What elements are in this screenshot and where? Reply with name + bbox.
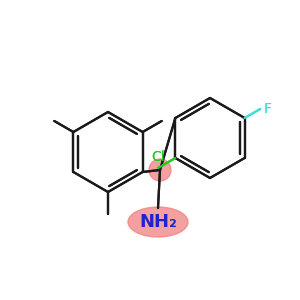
Text: NH₂: NH₂ bbox=[139, 213, 177, 231]
Ellipse shape bbox=[128, 207, 188, 237]
Text: F: F bbox=[263, 102, 271, 116]
Circle shape bbox=[149, 159, 171, 181]
Text: Cl: Cl bbox=[151, 150, 165, 164]
Text: F: F bbox=[263, 102, 271, 116]
Text: Cl: Cl bbox=[151, 150, 165, 164]
